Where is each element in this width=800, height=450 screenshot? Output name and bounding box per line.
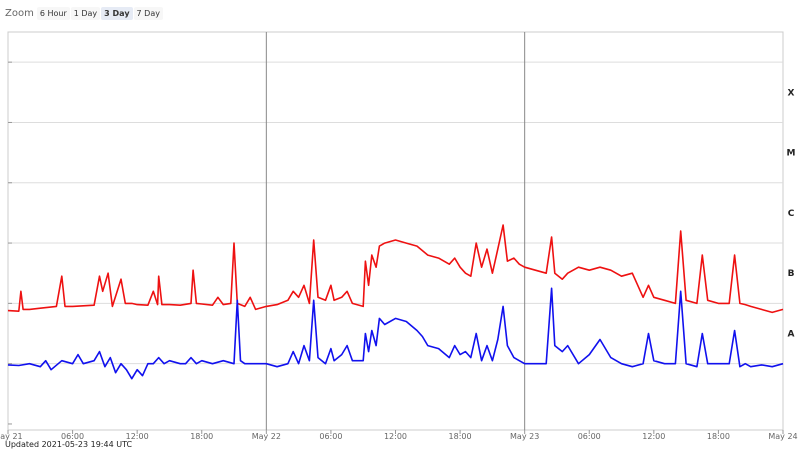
x-tick-label: 18:00 <box>707 432 730 441</box>
zoom-1-day-button[interactable]: 1 Day <box>70 6 101 20</box>
x-tick-label: May 21 <box>0 432 23 441</box>
label-layer: May 21 06:00 12:00 18:00 May 22 06:00 12:00 18:… <box>0 88 798 441</box>
class-label-c: C <box>788 209 795 219</box>
x-tick-label: May 24 <box>768 432 797 441</box>
zoom-bar: Zoom 6 Hour 1 Day 3 Day 7 Day <box>5 4 164 22</box>
zoom-3-day-button[interactable]: 3 Day <box>101 6 133 20</box>
zoom-7-day-button[interactable]: 7 Day <box>133 6 163 20</box>
plot-frame <box>7 31 784 431</box>
class-label-b: B <box>788 269 795 279</box>
series-layer <box>7 224 784 380</box>
x-tick-label: May 23 <box>510 432 539 441</box>
x-tick-label: 12:00 <box>642 432 665 441</box>
x-tick-label: 06:00 <box>578 432 601 441</box>
long-channel-line <box>7 224 784 314</box>
x-tick-label: 18:00 <box>449 432 472 441</box>
class-label-m: M <box>787 149 796 159</box>
x-tick-label: May 22 <box>252 432 281 441</box>
x-tick-label: 12:00 <box>384 432 407 441</box>
x-tick-label: 06:00 <box>319 432 342 441</box>
x-tick-label: 18:00 <box>190 432 213 441</box>
x-tick-label: 06:00 <box>61 432 84 441</box>
zoom-label: Zoom <box>5 7 34 19</box>
class-label-x: X <box>788 88 795 98</box>
zoom-6-hour-button[interactable]: 6 Hour <box>36 6 70 20</box>
short-channel-line <box>7 287 784 380</box>
class-label-a: A <box>788 330 795 340</box>
x-tick-label: 12:00 <box>126 432 149 441</box>
grid-layer <box>7 31 784 434</box>
updated-timestamp: Updated 2021-05-23 19:44 UTC <box>5 440 133 449</box>
